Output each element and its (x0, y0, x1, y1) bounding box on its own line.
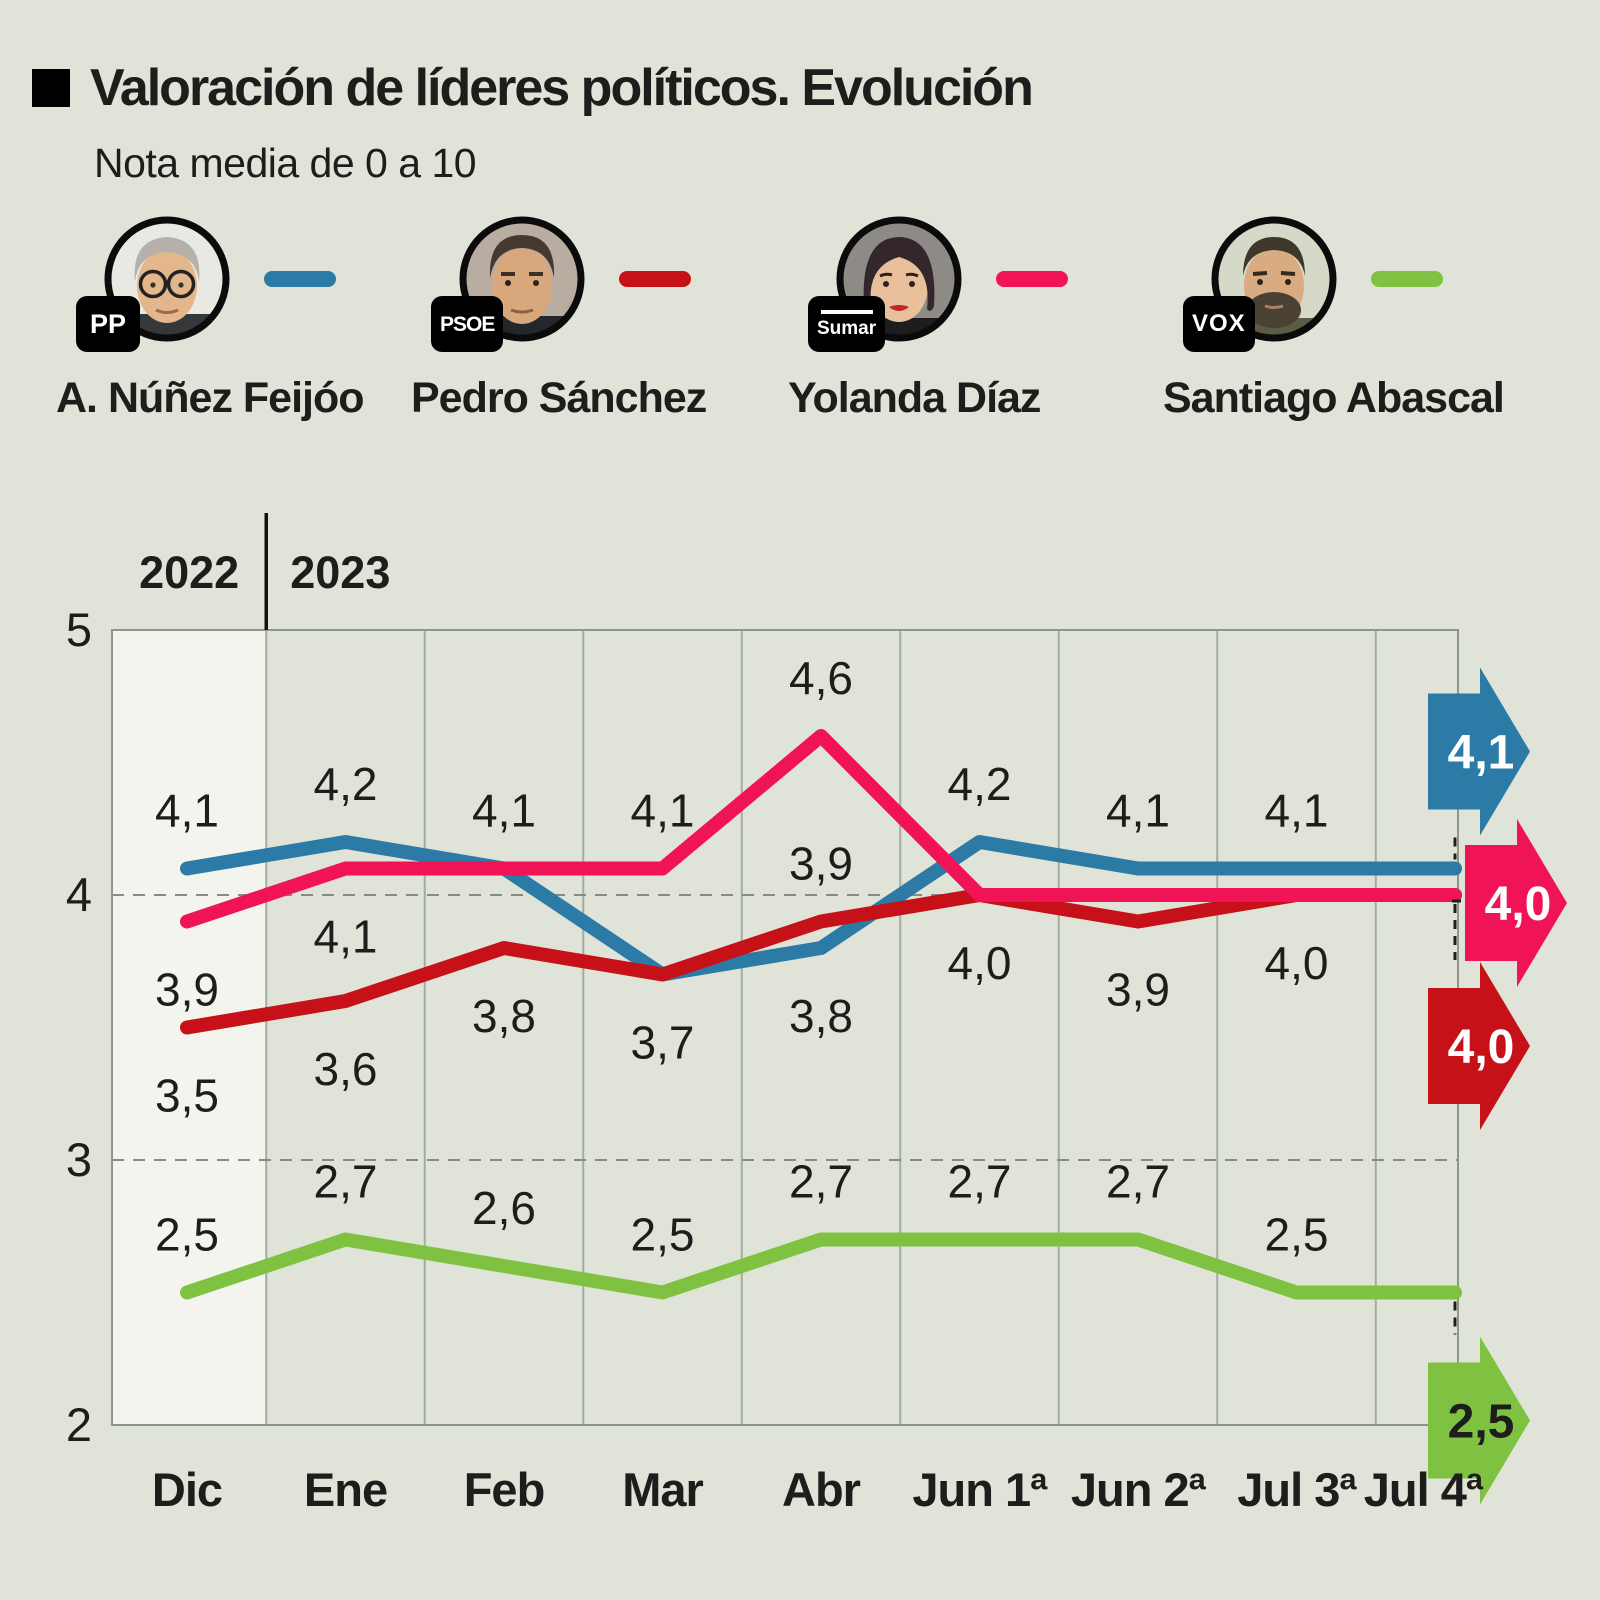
x-axis-labels: Dic Ene Feb Mar Abr Jun 1ª Jun 2ª Jul 3ª Jul 4ª (152, 1463, 1485, 1516)
legend-item-diaz: Sumar Yolanda Díaz (788, 212, 1068, 423)
point-label-vox-0: 2,5 (155, 1209, 219, 1261)
avatar-sanchez: PSOE (431, 212, 589, 352)
point-label-vox-3: 2,5 (631, 1209, 695, 1261)
x-label-0: Dic (152, 1463, 222, 1516)
x-label-4: Abr (782, 1463, 861, 1516)
final-arrow-label-psoe: 4,0 (1448, 1021, 1515, 1074)
title-bullet-icon (32, 69, 70, 107)
final-arrow-pp (1428, 667, 1530, 836)
year-label-2022: 2022 (139, 547, 239, 598)
legend-item-feijoo: PP A. Núñez Feijóo (56, 212, 364, 423)
point-label-sumar-4: 4,6 (789, 652, 853, 704)
final-arrow-label-sumar: 4,0 (1485, 878, 1552, 931)
point-label-sumar-0: 3,9 (155, 964, 219, 1016)
point-label-vox-1: 2,7 (314, 1156, 378, 1208)
point-label-pp-7: 4,1 (1265, 785, 1329, 837)
series-line-psoe (180, 888, 1462, 1035)
page-title: Valoración de líderes políticos. Evoluci… (90, 59, 1034, 117)
series-line-vox (180, 1232, 1462, 1300)
legend-name-diaz: Yolanda Díaz (788, 374, 1041, 422)
x-label-5: Jun 1ª (912, 1463, 1048, 1516)
party-badge-vox: VOX (1183, 296, 1255, 352)
point-label-vox-7: 2,5 (1265, 1209, 1329, 1261)
final-arrow-label-pp: 4,1 (1448, 727, 1515, 780)
point-label-psoe-3: 3,7 (631, 1017, 695, 1069)
point-label-pp-1: 4,2 (314, 758, 378, 810)
point-label-psoe-1: 3,6 (314, 1043, 378, 1095)
legend-color-dash-sanchez (619, 271, 691, 287)
point-label-pp-4: 3,8 (789, 990, 853, 1042)
avatar-feijoo: PP (76, 212, 234, 352)
x-label-2: Feb (464, 1463, 545, 1516)
point-label-vox-4: 2,7 (789, 1156, 853, 1208)
point-label-psoe-4: 3,9 (789, 838, 853, 890)
point-label-psoe-5: 4,0 (948, 937, 1012, 989)
x-label-3: Mar (622, 1463, 703, 1516)
avatar-diaz: Sumar (808, 212, 966, 352)
point-label-pp-2: 4,1 (472, 785, 536, 837)
point-label-vox-6: 2,7 (1106, 1156, 1170, 1208)
legend-name-abascal: Santiago Abascal (1163, 374, 1505, 422)
final-value-arrows: 4,1 4,0 4,0 2,5 (1428, 667, 1567, 1505)
avatar-sanchez-photo (459, 216, 585, 342)
year-label-2023: 2023 (290, 547, 390, 598)
svg-text:5: 5 (66, 603, 92, 656)
legend-item-abascal: VOX Santiago Abascal (1163, 212, 1505, 423)
final-arrow-vox (1428, 1336, 1530, 1505)
point-label-psoe-0: 3,5 (155, 1070, 219, 1122)
svg-text:3: 3 (66, 1133, 92, 1186)
point-label-pp-0: 4,1 (155, 785, 219, 837)
party-badge-sumar: Sumar (808, 296, 886, 352)
series-line-sumar (180, 729, 1462, 929)
legend-name-feijoo: A. Núñez Feijóo (56, 374, 364, 422)
x-label-1: Ene (304, 1463, 387, 1516)
point-label-vox-5: 2,7 (948, 1156, 1012, 1208)
point-label-vox-2: 2,6 (472, 1182, 536, 1234)
point-labels: 4,1 4,2 4,1 3,8 4,2 4,1 4,1 3,5 3,6 3,8 3,7 3,9 4,0 3… (155, 652, 1328, 1261)
x-label-6: Jun 2ª (1071, 1463, 1207, 1516)
final-arrow-label-vox: 2,5 (1448, 1396, 1515, 1449)
x-label-7: Jul 3ª (1237, 1463, 1357, 1516)
y-axis-labels: 5 4 3 2 (66, 603, 92, 1451)
svg-text:2: 2 (66, 1398, 92, 1451)
party-badge-pp: PP (76, 296, 140, 352)
final-arrow-psoe (1428, 962, 1530, 1130)
legend-color-dash-abascal (1371, 271, 1443, 287)
plot-border (111, 629, 1459, 1426)
point-label-sumar-3: 4,1 (631, 785, 695, 837)
legend-color-dash-diaz (996, 271, 1068, 287)
avatar-abascal: VOX (1183, 212, 1341, 352)
x-label-8: Jul 4ª (1364, 1463, 1484, 1516)
series-line-pp (180, 835, 1462, 982)
chart-header: Valoración de líderes políticos. Evoluci… (32, 58, 1034, 187)
legend-name-sanchez: Pedro Sánchez (411, 374, 707, 422)
legend-color-dash-feijoo (264, 271, 336, 287)
point-label-sumar-1: 4,1 (314, 911, 378, 963)
point-label-psoe-7: 4,0 (1265, 937, 1329, 989)
svg-text:4: 4 (66, 868, 92, 921)
page-subtitle: Nota media de 0 a 10 (94, 140, 477, 186)
final-arrow-sumar (1465, 819, 1567, 987)
party-badge-psoe: PSOE (431, 296, 504, 352)
legend-item-sanchez: PSOE Pedro Sánchez (411, 212, 707, 423)
point-label-psoe-6: 3,9 (1106, 964, 1170, 1016)
point-label-pp-6: 4,1 (1106, 785, 1170, 837)
point-label-psoe-2: 3,8 (472, 990, 536, 1042)
point-label-pp-5: 4,2 (948, 758, 1012, 810)
